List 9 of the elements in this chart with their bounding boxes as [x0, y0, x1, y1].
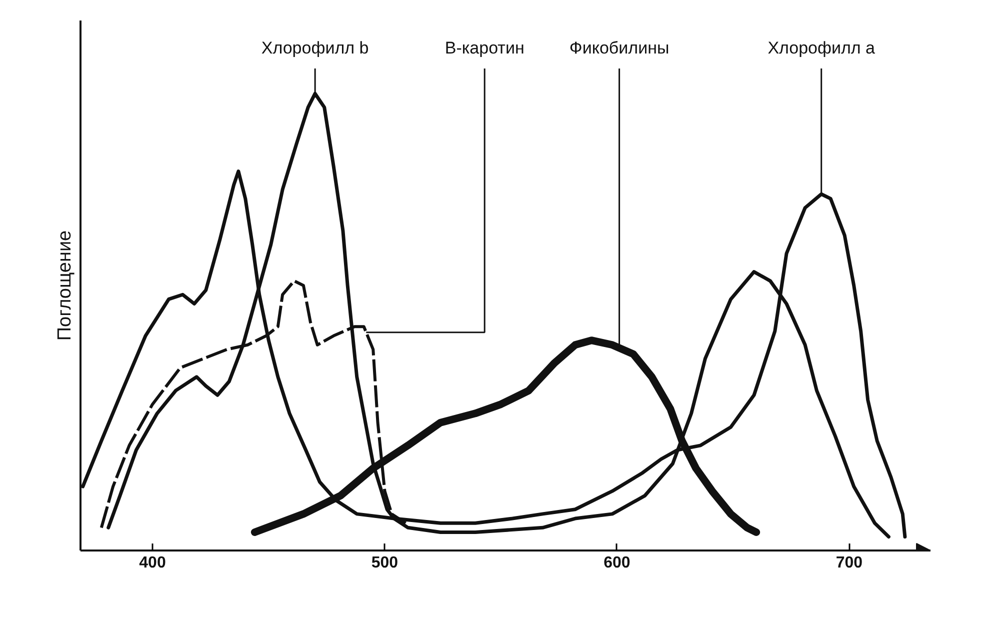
- x-tick-label: 700: [836, 554, 863, 572]
- text: В-каротин: [444, 38, 524, 58]
- x-tick-label: 500: [371, 554, 398, 572]
- y-axis-title: Поглощение: [54, 230, 76, 341]
- x-tick-label: 600: [604, 554, 630, 572]
- text: Хлорофилл b: [261, 38, 369, 58]
- text: Фикобилины: [569, 38, 670, 58]
- text: Хлорофилл а: [768, 38, 876, 58]
- x-tick-label: 400: [139, 554, 166, 572]
